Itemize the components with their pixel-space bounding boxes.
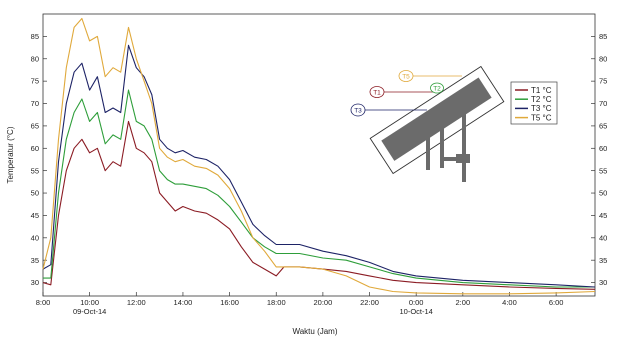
y-tick-label-left: 85 xyxy=(31,32,39,41)
x-tick-label: 12:00 xyxy=(127,298,146,307)
series-line-1 xyxy=(42,120,596,290)
series-line-4 xyxy=(42,17,596,295)
date-label: 09-Oct-14 xyxy=(73,307,106,316)
y-tick-label-right: 30 xyxy=(599,278,607,287)
y-tick-label-left: 80 xyxy=(31,54,39,63)
series-lines xyxy=(42,17,596,295)
y-tick-label-left: 65 xyxy=(31,122,39,131)
legend: T1 °CT2 °CT3 °CT5 °C xyxy=(510,81,558,125)
x-tick-label: 8:00 xyxy=(36,298,51,307)
y-tick-label-left: 70 xyxy=(31,99,39,108)
y-tick-label-right: 35 xyxy=(599,256,607,265)
sensor-tag-t5-label: T5 xyxy=(402,73,410,80)
x-tick-label: 2:00 xyxy=(456,298,471,307)
y-tick-label-left: 30 xyxy=(31,278,39,287)
y-axis-left: 30 35 40 45 50 55 60 65 70 75 80 85 xyxy=(31,32,47,287)
x-axis: 8:00 10:00 12:00 14:00 16:00 18:00 20:00 22:00 0… xyxy=(36,292,564,307)
y-tick-label-right: 50 xyxy=(599,189,607,198)
y-tick-label-left: 35 xyxy=(31,256,39,265)
y-tick-label-right: 75 xyxy=(599,77,607,86)
x-tick-label: 18:00 xyxy=(267,298,286,307)
sensor-tag-t1-label: T1 xyxy=(373,89,381,96)
legend-label: T2 °C xyxy=(531,95,552,104)
series-line-3 xyxy=(42,44,596,288)
date-label: 10-Oct-14 xyxy=(400,307,433,316)
x-tick-label: 22:00 xyxy=(360,298,379,307)
y-tick-label-right: 45 xyxy=(599,211,607,220)
pipe-2 xyxy=(440,118,444,168)
y-tick-label-right: 60 xyxy=(599,144,607,153)
sensor-tag-t5 xyxy=(398,70,414,82)
y-tick-label-right: 70 xyxy=(599,99,607,108)
y-tick-label-right: 85 xyxy=(599,32,607,41)
legend-label: T5 °C xyxy=(531,113,552,122)
sensor-tag-t2 xyxy=(430,82,444,94)
pipe-1 xyxy=(426,128,430,170)
sensor-tag-t3 xyxy=(350,103,366,117)
y-tick-label-right: 55 xyxy=(599,166,607,175)
x-tick-label: 20:00 xyxy=(313,298,332,307)
x-axis-label: Waktu (Jam) xyxy=(292,327,337,336)
sensor-tag-t3-label: T3 xyxy=(354,107,362,114)
y-tick-label-right: 80 xyxy=(599,54,607,63)
y-axis-label: Temperatur (°C) xyxy=(6,126,15,183)
x-tick-label: 4:00 xyxy=(502,298,517,307)
sensor-tag-t2-label: T2 xyxy=(433,85,441,92)
y-tick-label-left: 50 xyxy=(31,189,39,198)
x-tick-label: 14:00 xyxy=(174,298,193,307)
plot-frame xyxy=(42,13,596,297)
y-tick-label-left: 60 xyxy=(31,144,39,153)
series-line-2 xyxy=(43,89,595,288)
y-tick-label-right: 65 xyxy=(599,122,607,131)
collector-absorber-plate xyxy=(381,77,492,161)
y-tick-label-left: 55 xyxy=(31,166,39,175)
y-axis-right: 30 35 40 45 50 55 60 65 70 75 80 85 xyxy=(591,32,607,287)
collector-diagram: T5 T2 T1 T3 xyxy=(350,65,505,182)
legend-label: T1 °C xyxy=(531,86,552,95)
pipe-joint xyxy=(456,154,470,163)
y-tick-label-left: 40 xyxy=(31,233,39,242)
y-tick-label-left: 75 xyxy=(31,77,39,86)
x-tick-label: 0:00 xyxy=(409,298,424,307)
y-tick-label-right: 40 xyxy=(599,233,607,242)
pipe-3 xyxy=(462,106,466,182)
sensor-tag-t1 xyxy=(369,86,385,98)
pipe-connector xyxy=(440,157,470,161)
date-labels: 09-Oct-14 10-Oct-14 xyxy=(73,307,433,316)
x-tick-label: 6:00 xyxy=(549,298,564,307)
x-tick-label: 16:00 xyxy=(220,298,239,307)
x-tick-label: 10:00 xyxy=(80,298,99,307)
y-tick-label-left: 45 xyxy=(31,211,39,220)
legend-label: T3 °C xyxy=(531,104,552,113)
